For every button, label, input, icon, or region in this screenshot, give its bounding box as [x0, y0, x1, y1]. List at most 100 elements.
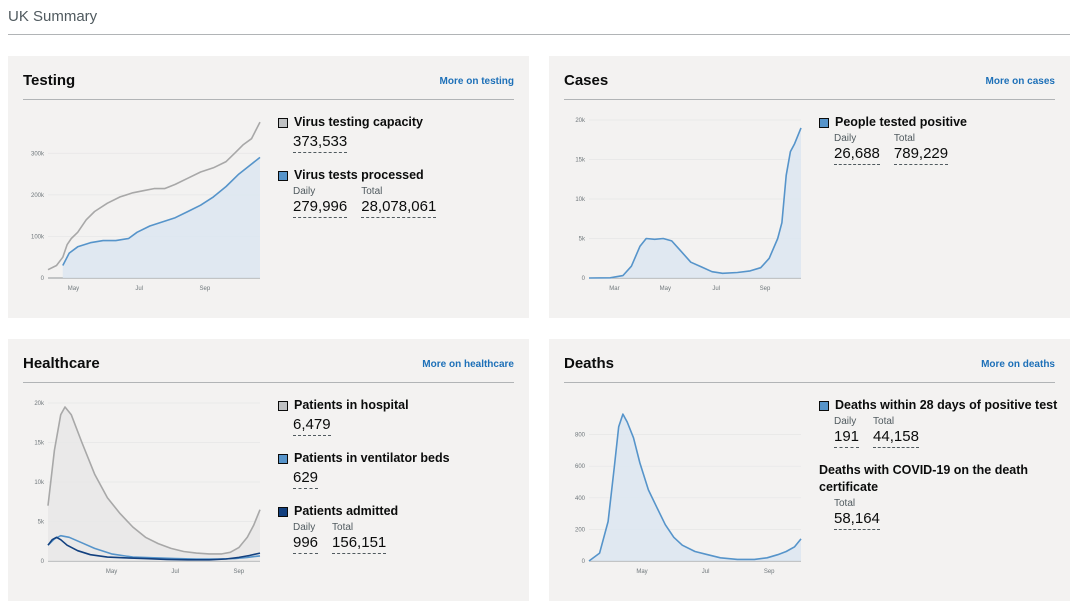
metric-value: Total 789,229 — [893, 133, 949, 165]
metric-label-text: Deaths within 28 days of positive test — [835, 398, 1058, 412]
metric-label: Virus tests processed — [278, 167, 518, 184]
series-line — [47, 536, 261, 561]
metric-value: Total 58,164 — [834, 498, 880, 530]
metric-label: People tested positive — [819, 114, 1059, 131]
metric-value: Daily 191 — [834, 416, 860, 448]
series-area — [589, 127, 801, 279]
metric: Deaths within 28 days of positive test Da… — [819, 397, 1059, 448]
series-area — [62, 157, 260, 278]
metric-value-number[interactable]: 191 — [834, 428, 860, 448]
metric-value-number[interactable]: 44,158 — [873, 428, 919, 448]
deaths-stats: Deaths within 28 days of positive test Da… — [819, 397, 1059, 544]
metric-value-number[interactable]: 58,164 — [834, 510, 880, 530]
testing-stats: Virus testing capacity 373,533 Virus tests… — [278, 114, 518, 232]
y-tick-label: 800 — [575, 433, 586, 439]
card-header: Testing More on testing — [23, 70, 514, 100]
metric-label-text: Patients in ventilator beds — [294, 451, 450, 465]
metric-value-caption: Daily — [293, 186, 316, 197]
x-tick-label: Jul — [171, 569, 179, 575]
metric-value-number[interactable]: 28,078,061 — [361, 198, 437, 218]
y-tick-label: 0 — [41, 559, 45, 565]
metric-values: Daily 191 Total 44,158 — [834, 416, 1059, 448]
y-tick-label: 600 — [575, 464, 586, 470]
x-tick-label: Mar — [609, 286, 619, 292]
testing-chart-svg: 0 100k 200k 300k May Jul Sep — [31, 121, 261, 292]
y-tick-label: 10k — [575, 197, 586, 203]
y-tick-label: 0 — [41, 276, 45, 282]
card-header: Cases More on cases — [564, 70, 1055, 100]
metric-values: Daily 996 Total 156,151 — [293, 522, 518, 554]
metric-label-text: Patients in hospital — [294, 398, 409, 412]
metric-value-number[interactable]: 279,996 — [293, 198, 348, 218]
more-on-cases-link[interactable]: More on cases — [985, 76, 1055, 87]
deaths-chart-svg: 0 200 400 600 800 May Jul Sep — [575, 413, 802, 575]
series-line — [588, 413, 802, 562]
x-tick-label: Sep — [764, 569, 775, 575]
metric-label-text: Virus tests processed — [294, 168, 424, 182]
card-testing: Testing More on testing 0 100k 200k 300k May… — [8, 56, 529, 318]
healthcare-stats: Patients in hospital 6,479 Patients in ven… — [278, 397, 518, 568]
y-tick-label: 0 — [582, 559, 586, 565]
more-on-deaths-link[interactable]: More on deaths — [981, 359, 1055, 370]
metric-label: Patients admitted — [278, 503, 518, 520]
metric-label: Virus testing capacity — [278, 114, 518, 131]
metric: People tested positive Daily 26,688 Total 78… — [819, 114, 1059, 165]
metric-value: Daily 996 — [293, 522, 319, 554]
metric-value-caption: Total — [834, 498, 856, 509]
card-title: Testing — [23, 72, 76, 89]
card-title: Healthcare — [23, 355, 100, 372]
metric-values: 6,479 — [293, 416, 518, 436]
metric-value-number[interactable]: 156,151 — [332, 534, 387, 554]
y-tick-label: 5k — [38, 520, 45, 526]
y-tick-label: 20k — [34, 401, 45, 407]
metric-value-number[interactable]: 996 — [293, 534, 319, 554]
series-line — [47, 406, 261, 555]
metric-values: 629 — [293, 469, 518, 489]
series-line — [588, 127, 802, 279]
metric: Patients admitted Daily 996 Total 156,151 — [278, 503, 518, 554]
x-tick-label: Jul — [712, 286, 720, 292]
legend-swatch-icon — [819, 118, 829, 128]
metric-value-caption: Total — [873, 416, 895, 427]
healthcare-chart-svg: 0 5k 10k 15k 20k May Jul Sep — [34, 401, 261, 575]
testing-chart: 0 100k 200k 300k May Jul Sep — [18, 108, 266, 298]
metric: Patients in ventilator beds 629 — [278, 450, 518, 489]
metric: Virus testing capacity 373,533 — [278, 114, 518, 153]
metric-value: Daily 279,996 — [293, 186, 348, 218]
y-tick-label: 200 — [575, 527, 586, 533]
y-tick-label: 300k — [31, 151, 45, 157]
more-on-testing-link[interactable]: More on testing — [439, 76, 514, 87]
metric-value-number[interactable]: 6,479 — [293, 416, 331, 436]
metric-value: 6,479 — [293, 416, 331, 436]
metric-value: 373,533 — [293, 133, 348, 153]
metric-label-text: Virus testing capacity — [294, 115, 423, 129]
metric-value-number[interactable]: 789,229 — [893, 145, 949, 165]
x-tick-label: Jul — [702, 569, 710, 575]
metric-label: Patients in ventilator beds — [278, 450, 518, 467]
y-tick-label: 15k — [575, 158, 586, 164]
metric: Deaths with COVID-19 on the death certif… — [819, 462, 1059, 530]
cases-chart-svg: 0 5k 10k 15k 20k Mar May Jul Sep — [575, 118, 802, 292]
metric-value-caption: Total — [893, 133, 916, 144]
metric-value-caption: Daily — [834, 416, 857, 427]
series-area — [589, 414, 801, 561]
metric-value-number[interactable]: 26,688 — [834, 145, 880, 165]
metric-value-caption: Total — [332, 522, 354, 533]
y-tick-label: 100k — [31, 234, 45, 240]
card-title: Cases — [564, 72, 609, 89]
x-tick-label: May — [636, 569, 647, 575]
metric-value-number[interactable]: 629 — [293, 469, 319, 489]
legend-swatch-icon — [278, 118, 288, 128]
metric-value-caption: Total — [361, 186, 383, 197]
metric-label: Deaths within 28 days of positive test — [819, 397, 1059, 414]
metric-value-number[interactable]: 373,533 — [293, 133, 348, 153]
more-on-healthcare-link[interactable]: More on healthcare — [422, 359, 514, 370]
metric-label-text: Patients admitted — [294, 504, 399, 518]
metric-values: Total 58,164 — [834, 498, 1059, 530]
cases-chart: 0 5k 10k 15k 20k Mar May Jul Sep — [559, 108, 807, 298]
card-header: Deaths More on deaths — [564, 353, 1055, 383]
metric-values: 373,533 — [293, 133, 518, 153]
metric-label-text: Deaths with COVID-19 on the death certif… — [819, 463, 1029, 494]
legend-swatch-icon — [278, 454, 288, 464]
metric-values: Daily 26,688 Total 789,229 — [834, 133, 1059, 165]
